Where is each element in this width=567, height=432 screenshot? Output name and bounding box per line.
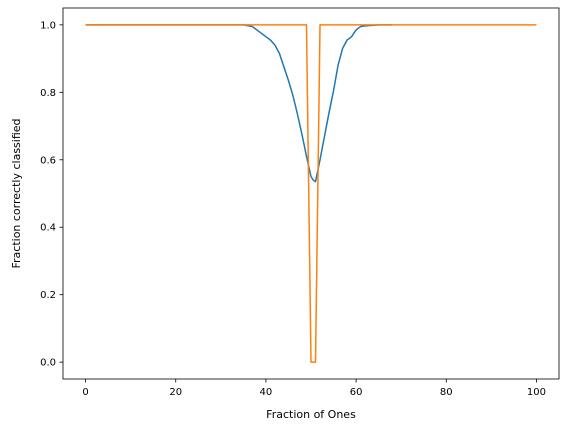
- y-tick-label: 0.6: [40, 155, 56, 166]
- y-tick-label: 0.4: [40, 223, 56, 234]
- axes-layer: [62, 7, 560, 380]
- y-axis-ticks: 0.0 0.2 0.4 0.6 0.8 1.0: [40, 20, 63, 369]
- x-tick-label: 100: [527, 387, 546, 398]
- x-tick-label: 60: [350, 387, 363, 398]
- y-tick-label: 1.0: [40, 20, 56, 31]
- x-axis-ticks: 0 20 40 60 80 100: [82, 379, 546, 398]
- y-axis-label: Fraction correctly classified: [10, 118, 23, 268]
- plot-frame: [62, 7, 560, 380]
- y-tick-label: 0.8: [40, 88, 56, 99]
- y-tick-label: 0.0: [40, 358, 56, 369]
- x-tick-label: 20: [169, 387, 182, 398]
- y-tick-label: 0.2: [40, 290, 56, 301]
- series-line-1: [85, 24, 393, 183]
- series-layer: [85, 24, 537, 363]
- x-tick-label: 40: [260, 387, 273, 398]
- x-tick-label: 0: [82, 387, 88, 398]
- x-axis-label: Fraction of Ones: [266, 408, 356, 421]
- series-line-2: [85, 24, 537, 363]
- x-tick-label: 80: [440, 387, 453, 398]
